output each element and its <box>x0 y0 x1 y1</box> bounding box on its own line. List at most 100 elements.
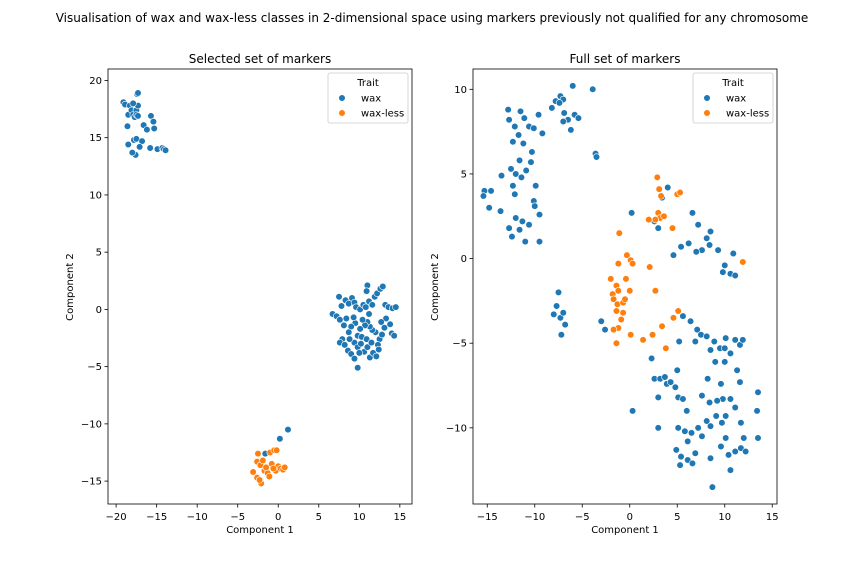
right-plot-y-label: Component 2 <box>430 253 441 321</box>
right-legend-wax-label: wax <box>726 94 746 105</box>
left-wax-point <box>386 320 394 328</box>
right-wax-point <box>535 238 544 246</box>
left-waxless-point <box>273 446 281 454</box>
right-wax-point <box>675 337 683 346</box>
right-plot-y-ticks: −10 −5 0 5 10 <box>446 85 473 434</box>
left-plot-x-ticks: −20 −15 −10 −5 0 5 10 15 <box>106 504 406 523</box>
right-wax-point <box>661 373 669 381</box>
right-wax-point <box>671 383 679 391</box>
right-waxless-point <box>623 251 631 259</box>
right-wax-point <box>737 419 745 427</box>
left-x-tick-label: −15 <box>146 512 167 523</box>
right-wax-point <box>521 238 529 246</box>
left-wax-point <box>136 143 144 151</box>
right-wax-point <box>531 202 539 210</box>
left-y-tick-label: 15 <box>89 133 102 144</box>
right-wax-point <box>693 326 701 334</box>
left-wax-point <box>354 364 362 372</box>
right-waxless-point <box>621 295 629 303</box>
right-wax-point <box>654 393 662 401</box>
left-wax-point <box>335 293 343 301</box>
right-wax-point <box>687 429 696 437</box>
right-wax-point <box>509 138 517 146</box>
right-x-tick-label: −15 <box>477 512 498 523</box>
right-waxless-point <box>674 307 682 315</box>
right-wax-point <box>509 182 517 190</box>
right-wax-point <box>722 334 730 342</box>
left-wax-point <box>367 338 376 347</box>
right-waxless-point <box>668 224 677 232</box>
left-wax-point <box>392 303 400 311</box>
right-wax-point <box>515 226 524 234</box>
right-wax-point <box>527 158 535 166</box>
left-wax-point <box>363 335 371 343</box>
right-wax-point <box>673 366 681 374</box>
right-wax-point <box>706 422 715 430</box>
right-waxless-point <box>622 275 630 283</box>
right-wax-point <box>706 346 715 354</box>
right-waxless-point <box>646 263 654 271</box>
right-wax-point <box>698 392 706 400</box>
right-wax-point <box>677 243 685 251</box>
right-wax-point <box>674 424 682 432</box>
right-wax-point <box>479 192 488 200</box>
right-wax-point <box>685 239 693 247</box>
right-plot-points <box>479 82 762 491</box>
left-wax-point <box>382 314 390 323</box>
left-wax-point <box>377 318 385 326</box>
right-wax-point <box>712 412 720 420</box>
right-wax-point <box>688 209 697 217</box>
right-wax-point <box>561 320 569 329</box>
right-wax-point <box>686 317 695 325</box>
right-wax-point <box>514 131 523 139</box>
right-wax-point <box>726 349 735 357</box>
left-wax-point <box>365 310 373 318</box>
left-wax-point <box>129 99 137 107</box>
right-x-tick-label: 0 <box>627 512 633 523</box>
right-waxless-point <box>653 173 661 181</box>
right-wax-point <box>512 214 520 222</box>
left-wax-point <box>276 435 284 443</box>
right-wax-point <box>722 434 730 442</box>
left-wax-point <box>336 316 344 324</box>
right-plot-legend: Trait wax wax-less <box>692 72 774 124</box>
left-wax-point <box>356 325 364 333</box>
right-plot-x-ticks: −15 −10 −5 0 5 10 15 <box>477 504 779 523</box>
left-wax-point <box>363 343 372 351</box>
right-x-tick-label: 5 <box>674 512 680 523</box>
right-waxless-point <box>660 212 668 220</box>
right-wax-point <box>567 126 575 134</box>
left-waxless-point <box>259 456 267 465</box>
right-wax-point <box>679 312 687 320</box>
right-legend-waxless-marker <box>703 109 711 117</box>
right-x-tick-label: 15 <box>766 512 779 523</box>
right-wax-point <box>713 397 721 405</box>
left-wax-point <box>134 89 142 97</box>
left-scatter-plot: Selected set of markers −20 −15 −10 −5 0 5 10 1… <box>65 52 413 536</box>
right-wax-point <box>719 268 727 276</box>
right-wax-point <box>511 190 519 198</box>
right-wax-point <box>497 172 506 180</box>
left-wax-point <box>143 126 151 134</box>
left-wax-point <box>390 332 398 340</box>
right-wax-point <box>705 398 714 407</box>
left-plot-y-label: Component 2 <box>65 253 76 321</box>
right-waxless-point <box>609 326 618 334</box>
right-waxless-point <box>619 309 627 317</box>
right-wax-point <box>721 261 729 269</box>
right-wax-point <box>517 173 526 181</box>
left-y-tick-label: 5 <box>96 248 102 259</box>
right-wax-point <box>654 224 662 232</box>
right-wax-point <box>710 337 718 346</box>
left-x-tick-label: 5 <box>316 512 322 523</box>
right-x-tick-label: −5 <box>575 512 590 523</box>
left-wax-point <box>357 340 365 348</box>
right-wax-point <box>754 434 762 442</box>
left-wax-point <box>380 324 389 332</box>
right-wax-point <box>733 366 741 374</box>
right-wax-point <box>704 375 712 383</box>
right-wax-point <box>589 85 597 93</box>
right-wax-point <box>507 165 515 173</box>
right-wax-point <box>731 271 739 280</box>
